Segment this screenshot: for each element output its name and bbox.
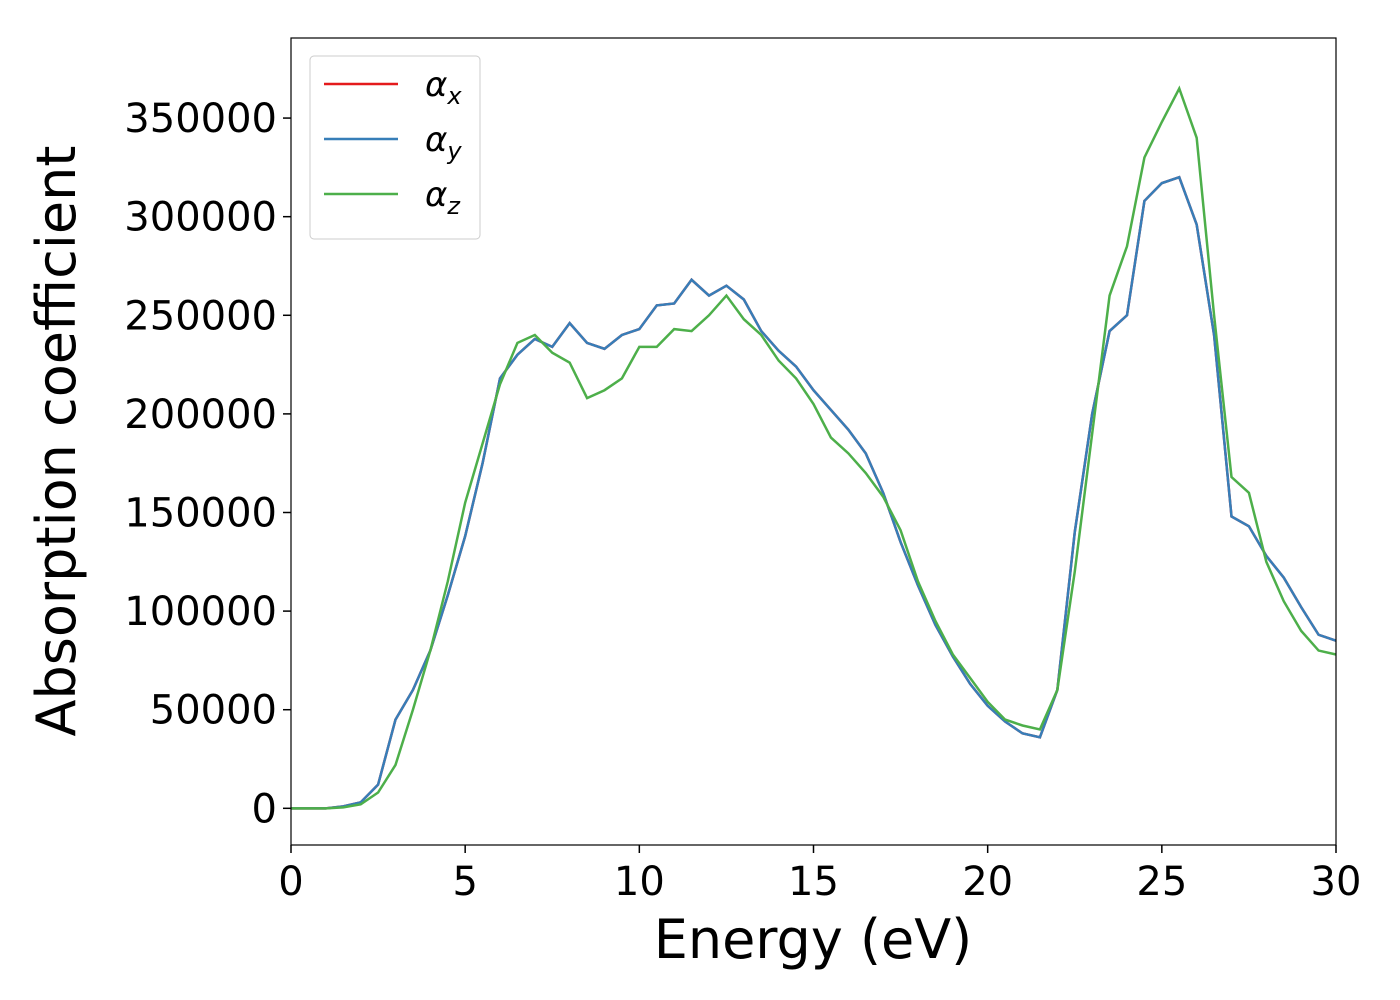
x-tick-label: 20 [962,859,1013,905]
legend-label: αz [425,175,461,220]
y-tick-label: 350000 [124,96,277,142]
x-tick-label: 0 [278,859,303,905]
y-axis-label: Absorption coefficient [25,146,88,737]
x-tick-label: 30 [1311,859,1362,905]
x-tick-label: 25 [1136,859,1187,905]
y-tick-label: 50000 [150,688,277,734]
x-axis-label: Energy (eV) [654,908,973,971]
y-tick-label: 100000 [124,589,277,635]
x-tick-label: 10 [614,859,665,905]
x-tick-label: 5 [452,859,477,905]
y-tick-label: 300000 [124,195,277,241]
legend-label: αy [425,120,462,165]
y-tick-label: 200000 [124,392,277,438]
x-tick-label: 15 [788,859,839,905]
data-line [291,85,1337,810]
y-tick-label: 150000 [124,490,277,536]
y-tick-label: 250000 [124,293,277,339]
y-tick-label: 0 [252,786,277,832]
legend-label: αx [425,65,462,110]
data-line [291,175,1337,810]
plot-frame [290,37,1337,846]
data-line [291,175,1337,810]
